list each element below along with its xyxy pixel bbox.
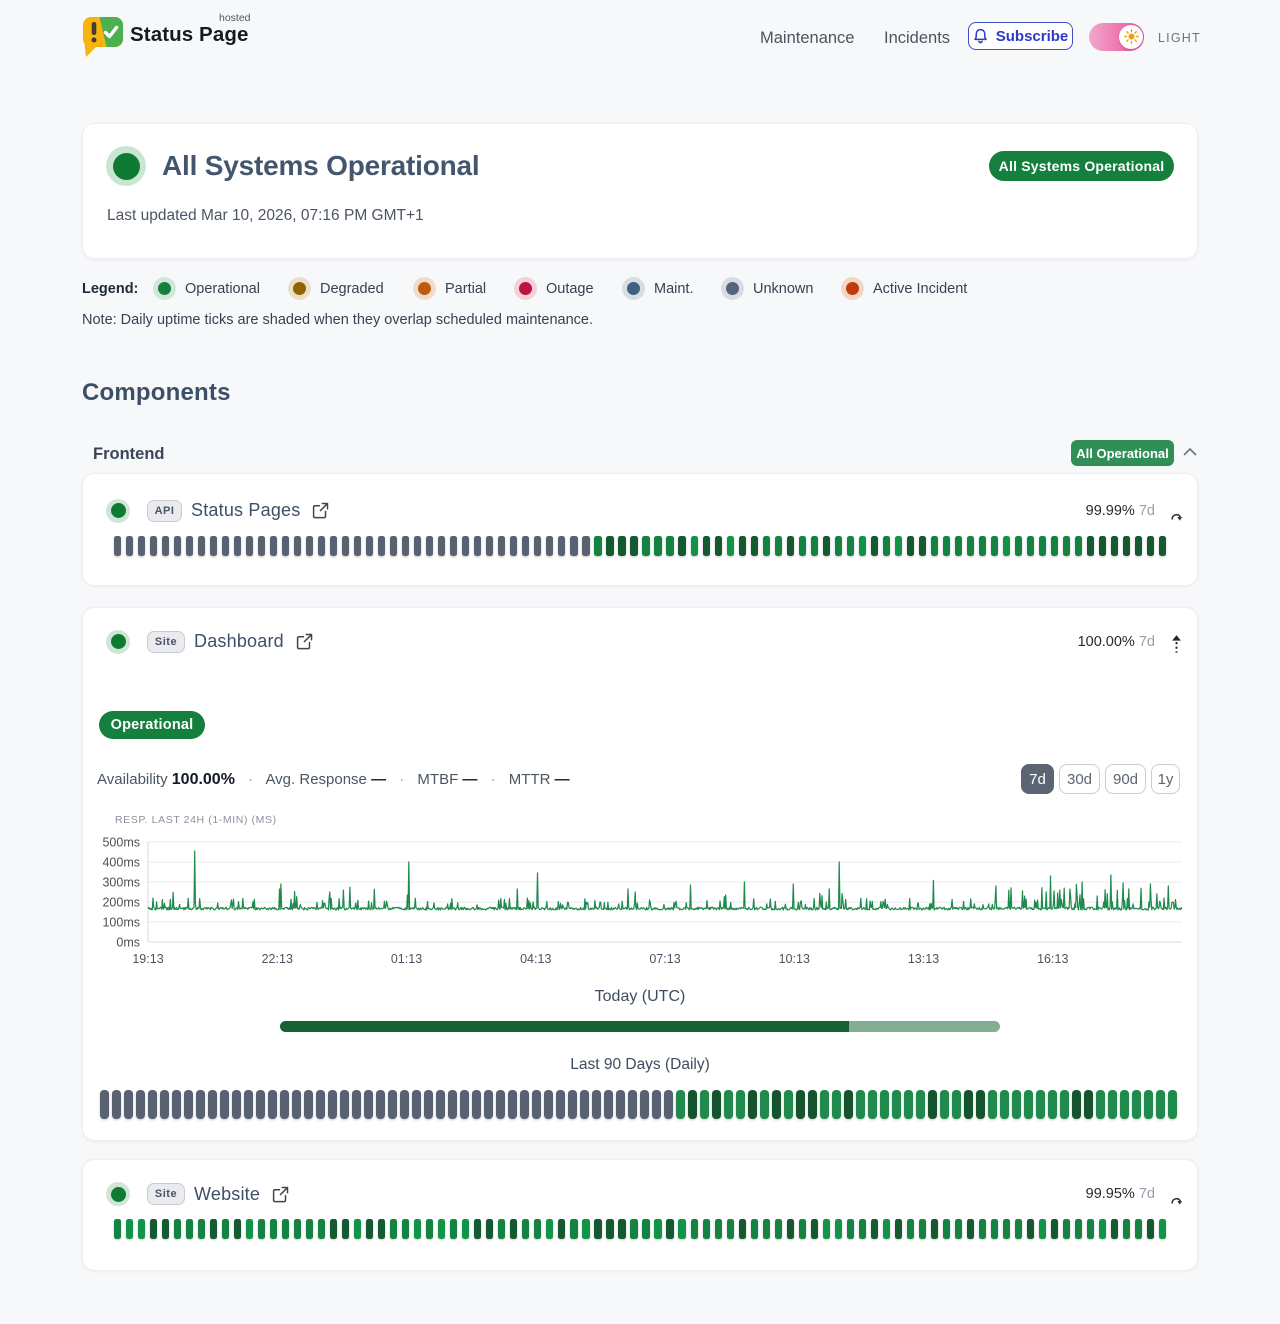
svg-text:04:13: 04:13 — [520, 952, 551, 966]
svg-text:13:13: 13:13 — [908, 952, 939, 966]
svg-text:19:13: 19:13 — [132, 952, 163, 966]
svg-text:0ms: 0ms — [116, 936, 140, 950]
svg-text:400ms: 400ms — [102, 856, 140, 870]
svg-text:300ms: 300ms — [102, 876, 140, 890]
svg-text:07:13: 07:13 — [649, 952, 680, 966]
svg-text:200ms: 200ms — [102, 896, 140, 910]
svg-text:500ms: 500ms — [102, 836, 140, 850]
svg-text:01:13: 01:13 — [391, 952, 422, 966]
svg-text:100ms: 100ms — [102, 916, 140, 930]
svg-text:22:13: 22:13 — [262, 952, 293, 966]
svg-text:16:13: 16:13 — [1037, 952, 1068, 966]
svg-text:10:13: 10:13 — [779, 952, 810, 966]
